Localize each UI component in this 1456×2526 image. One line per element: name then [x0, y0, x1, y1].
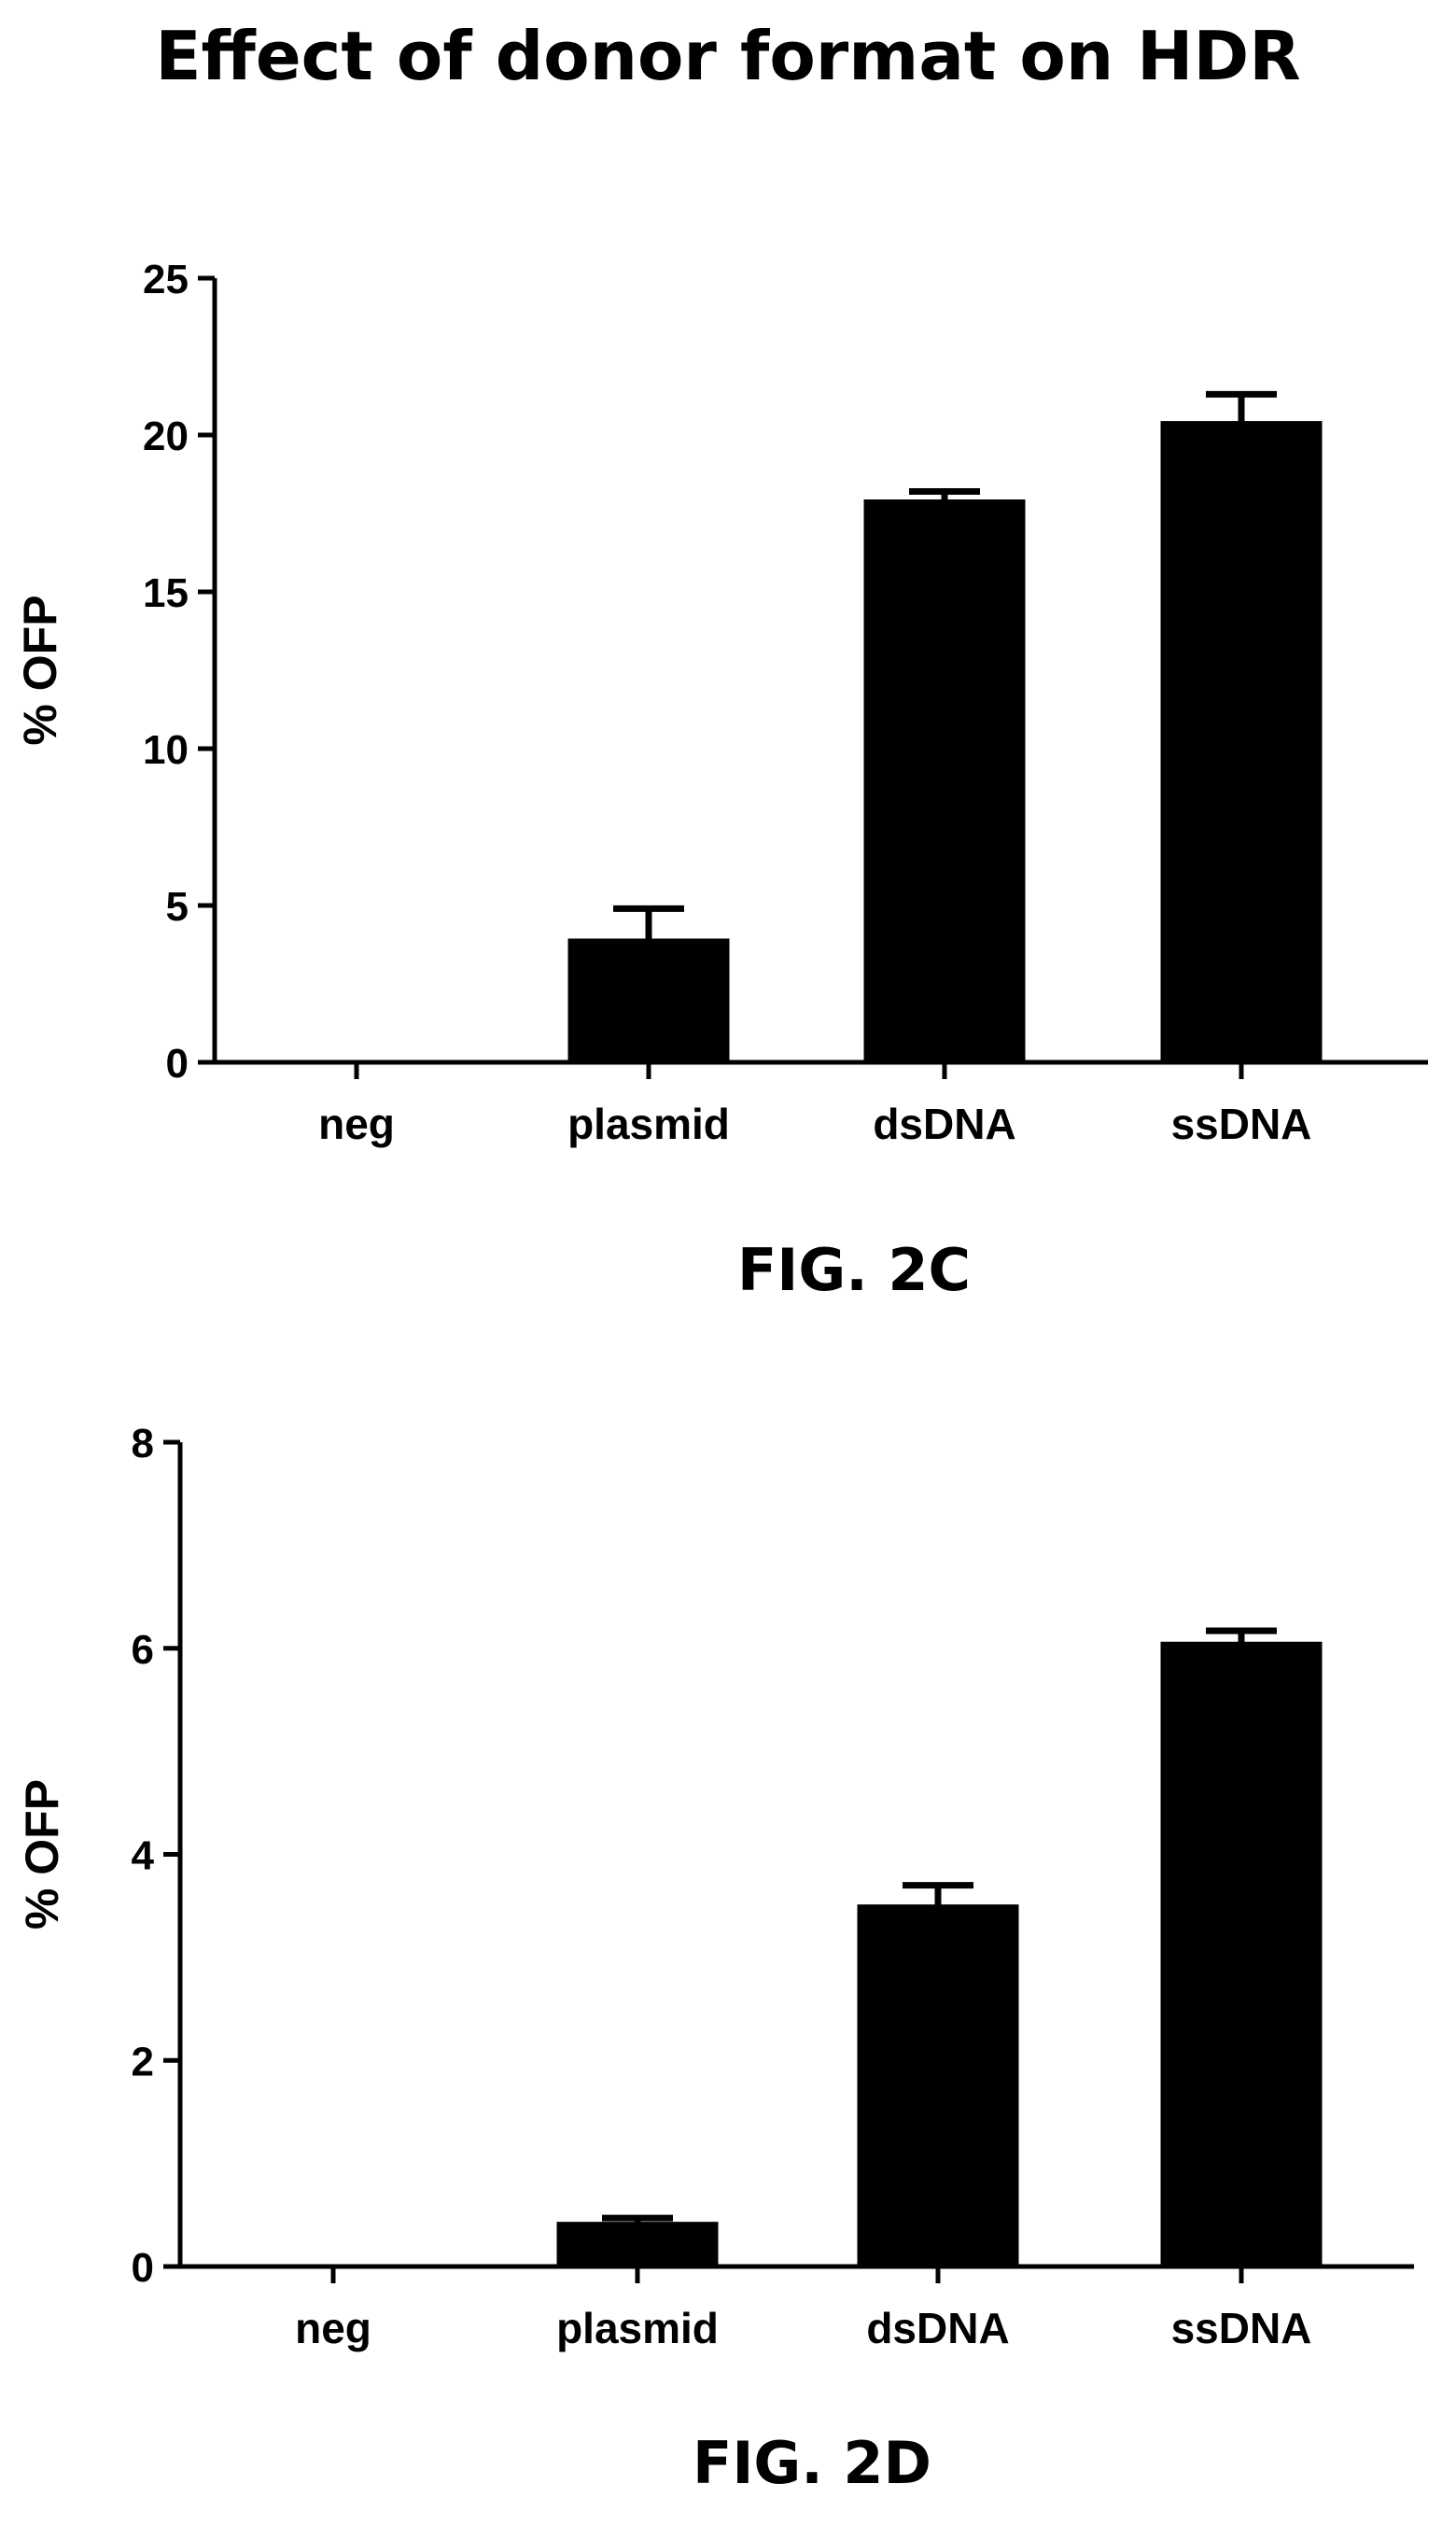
y-tick-label: 25	[143, 257, 189, 302]
y-tick-label: 10	[143, 727, 189, 773]
figure-caption-2c: FIG. 2C	[737, 1236, 971, 1304]
y-tick-label: 8	[132, 1421, 154, 1466]
x-tick-label: ssDNA	[1171, 2304, 1312, 2352]
bar-ssDNA	[1160, 421, 1323, 1064]
figure-title: Effect of donor format on HDR	[155, 17, 1300, 95]
y-tick-label: 6	[132, 1627, 154, 1673]
y-tick-label: 4	[132, 1833, 155, 1879]
x-tick-label: plasmid	[567, 1100, 730, 1148]
y-axis-label: % OFP	[14, 595, 66, 745]
x-tick-label: ssDNA	[1171, 1100, 1312, 1148]
x-tick-label: dsDNA	[873, 1100, 1015, 1148]
x-tick-label: neg	[318, 1100, 395, 1148]
y-tick-label: 0	[166, 1041, 189, 1087]
bar-dsDNA	[863, 499, 1026, 1064]
x-tick-label: dsDNA	[866, 2304, 1009, 2352]
figure-caption-2d: FIG. 2D	[693, 2429, 931, 2497]
chart-fig-2c: 0 5 10 15 20 25 neg plasmid dsDNA ssDNA % OFP	[14, 257, 1428, 1148]
x-tick-label: neg	[295, 2304, 371, 2352]
y-tick-label: 0	[132, 2245, 154, 2291]
y-tick-label: 5	[166, 884, 189, 930]
y-tick-label: 2	[132, 2039, 154, 2084]
x-tick-label: plasmid	[556, 2304, 719, 2352]
bar-plasmid	[556, 2222, 719, 2268]
y-tick-label: 20	[143, 414, 189, 459]
y-tick-label: 15	[143, 570, 189, 616]
bar-plasmid	[567, 938, 730, 1064]
bar-dsDNA	[857, 1904, 1019, 2268]
chart-fig-2d: 0 2 4 6 8 neg plasmid dsDNA ssDNA % OFP	[16, 1421, 1414, 2352]
bar-ssDNA	[1160, 1641, 1323, 2268]
y-axis-label: % OFP	[16, 1779, 68, 1930]
